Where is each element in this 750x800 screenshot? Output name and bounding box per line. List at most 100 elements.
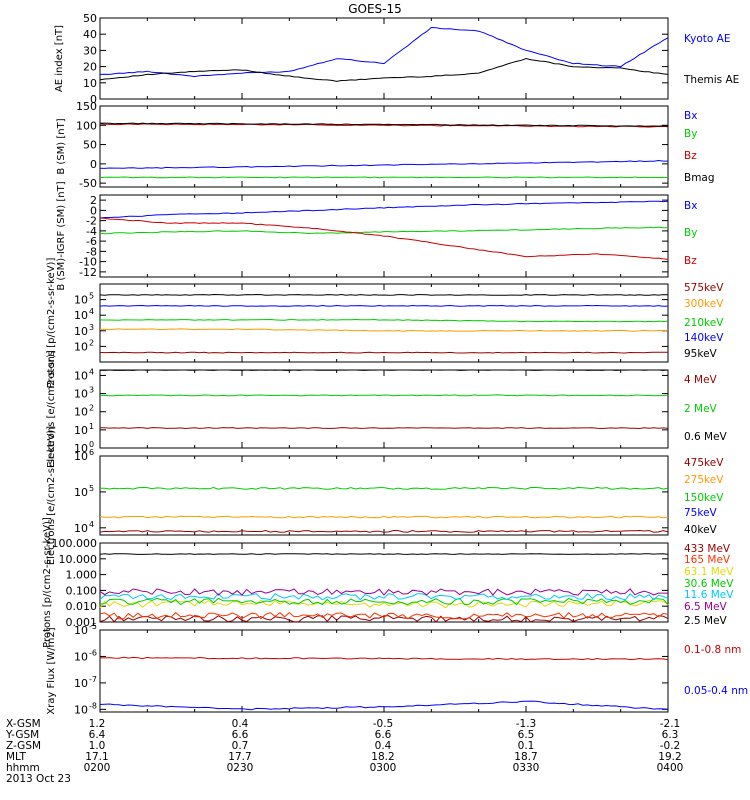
x-axis-value: 0.4 <box>232 718 249 730</box>
y-tick-label: 30 <box>83 44 97 57</box>
y-tick-exponent: -6 <box>89 648 97 657</box>
x-axis-value: 6.6 <box>232 729 249 741</box>
series-line-165-mev <box>99 611 669 620</box>
x-axis-value: 6.3 <box>662 729 679 741</box>
legend-label: 30.6 MeV <box>684 578 734 590</box>
y-tick-exponent: 2 <box>89 404 94 413</box>
y-tick-exponent: -7 <box>89 675 97 684</box>
x-axis-value: 0300 <box>370 762 397 774</box>
legend-label: 0.6 MeV <box>684 431 728 443</box>
y-tick-label: 10 <box>74 486 88 499</box>
x-axis-value: 17.7 <box>228 751 251 763</box>
legend-label: Bx <box>684 110 697 122</box>
x-axis-row-label: Z-GSM <box>6 740 41 752</box>
series-line-2-mev <box>99 394 669 397</box>
series-line-300kev <box>99 328 669 332</box>
series-line-0-1-0-8-nm <box>99 656 669 661</box>
x-axis-value: 19.2 <box>658 751 681 763</box>
x-axis-value: -1.3 <box>516 718 537 730</box>
x-axis-value: 6.4 <box>89 729 106 741</box>
legend-label: 40keV <box>684 524 718 536</box>
series-line-475kev <box>99 529 669 533</box>
y-tick-label: 0.100 <box>66 584 98 597</box>
y-axis-label: Xray Flux [W/m2] <box>46 627 57 714</box>
chart-panel-2: -50 0 50 100 150 B (SM) [nT] Bx By Bz Bmag <box>56 100 715 190</box>
y-tick-label: 50 <box>83 12 97 25</box>
y-tick-exponent: 4 <box>89 520 94 529</box>
x-axis-value: 17.1 <box>85 751 108 763</box>
y-axis-label: B (SM)-IGRF (SM) [nT] <box>56 181 67 290</box>
y-tick-label: 0 <box>90 93 97 106</box>
x-axis-value: -2.1 <box>660 718 681 730</box>
legend-label: Kyoto AE <box>684 33 730 45</box>
y-tick-label: 10 <box>74 442 88 455</box>
y-tick-label: 10 <box>74 522 88 535</box>
legend-label: 210keV <box>684 317 724 329</box>
y-axis-label: Electrons [e/(cm2-s-sr-keV)] <box>46 426 57 565</box>
x-axis-value: 6.6 <box>375 729 392 741</box>
y-tick-label: -2 <box>86 215 97 228</box>
x-axis-value: 0330 <box>513 762 540 774</box>
y-tick-label: 10.000 <box>59 553 98 566</box>
series-line-bz <box>99 217 669 260</box>
series-line-themis-ae <box>99 57 669 82</box>
legend-label: Bz <box>684 255 697 267</box>
legend-label: Themis AE <box>683 74 739 86</box>
y-tick-label: 0 <box>90 204 97 217</box>
x-axis-value: 1.0 <box>89 740 106 752</box>
y-tick-label: 10 <box>74 424 88 437</box>
series-line-63-1-mev <box>99 599 669 609</box>
y-tick-exponent: 5 <box>89 292 94 301</box>
legend-label: 6.5 MeV <box>684 601 728 613</box>
x-axis-value: 0.1 <box>518 740 535 752</box>
panel-frame <box>99 105 669 188</box>
series-line-6-5-mev <box>99 588 668 596</box>
x-axis-value: 18.7 <box>514 751 537 763</box>
y-tick-label: 10 <box>74 624 88 637</box>
plot-date: 2013 Oct 23 <box>6 773 71 785</box>
x-axis-row-label: Y-GSM <box>5 729 39 741</box>
legend-label: By <box>684 227 697 239</box>
legend-label: 575keV <box>684 282 724 294</box>
x-axis-value: 0230 <box>227 762 254 774</box>
series-line-150kev <box>99 486 669 490</box>
legend-label: 2.5 MeV <box>684 615 728 627</box>
legend-label: 475keV <box>684 457 724 469</box>
y-axis-label: B (SM) [nT] <box>56 118 67 174</box>
y-axis-label: AE index [nT] <box>54 25 65 92</box>
plot-title: GOES-15 <box>348 2 402 16</box>
y-tick-label: 100 <box>76 119 97 132</box>
chart-panel-3: -12-10-8-6-4-202 B (SM)-IGRF (SM) [nT] Bx B… <box>56 181 697 290</box>
y-tick-exponent: 4 <box>89 307 94 316</box>
y-tick-exponent: 3 <box>89 323 94 332</box>
legend-label: 95keV <box>684 348 718 360</box>
legend-label: 2 MeV <box>684 403 718 415</box>
series-line-bx <box>99 200 669 219</box>
series-line-bx <box>99 159 668 169</box>
y-tick-label: 10 <box>74 294 88 307</box>
y-tick-label: 150 <box>76 100 97 113</box>
x-axis-value: 18.2 <box>371 751 394 763</box>
x-axis-value: 0400 <box>657 762 684 774</box>
panel-frame <box>99 629 669 713</box>
y-tick-exponent: 1 <box>89 422 94 431</box>
y-tick-label: -4 <box>86 225 97 238</box>
series-line-2-5-mev <box>99 553 669 555</box>
y-tick-exponent: -5 <box>89 622 97 631</box>
y-tick-label: 0 <box>90 158 97 171</box>
legend-label: 300keV <box>684 298 724 310</box>
y-tick-label: 0.001 <box>66 616 98 629</box>
y-tick-label: 10 <box>74 369 88 382</box>
legend-label: 0.05-0.4 nm <box>684 685 748 697</box>
legend-label: 75keV <box>684 507 718 519</box>
y-tick-label: -50 <box>79 177 97 190</box>
y-tick-label: 0.010 <box>66 600 98 613</box>
y-tick-exponent: 6 <box>89 448 94 457</box>
legend-label: 165 MeV <box>684 554 731 566</box>
series-line-140kev <box>99 304 669 307</box>
y-tick-label: 50 <box>83 139 97 152</box>
